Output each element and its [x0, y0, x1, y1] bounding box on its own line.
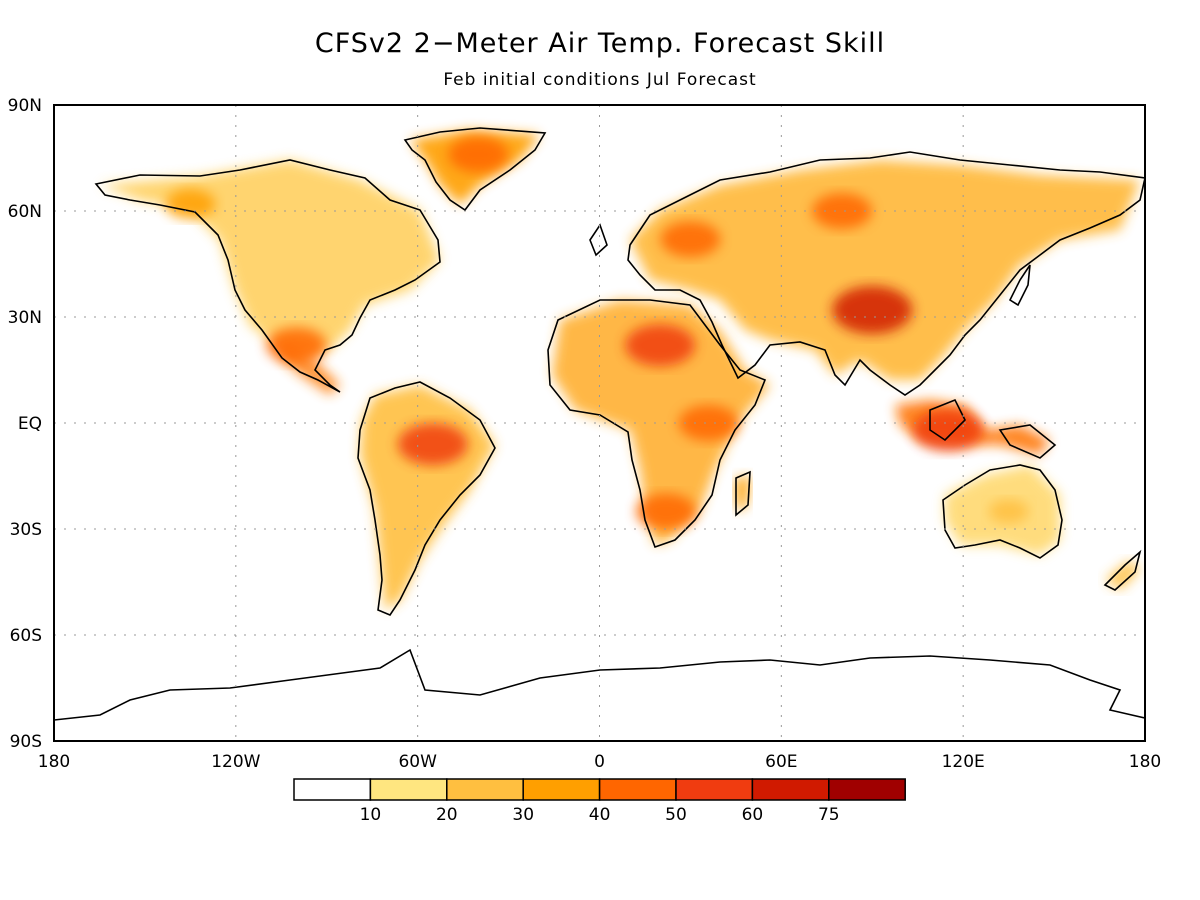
skill-hotspot [832, 285, 913, 334]
colorbar-swatch [522, 778, 601, 801]
skill-hotspot [266, 327, 327, 364]
skill-fill-new-zealand [1105, 560, 1140, 590]
skill-hotspot [448, 136, 509, 173]
coast-borneo [929, 398, 966, 442]
coast-eurasia [627, 151, 1145, 396]
lon-tick-label: 120W [211, 752, 260, 772]
map-title: CFSv2 2−Meter Air Temp. Forecast Skill [314, 28, 886, 59]
colorbar-label: 75 [818, 805, 840, 825]
skill-hotspot [397, 423, 468, 466]
lat-tick-label: 30S [10, 520, 42, 540]
coast-antarctica [54, 648, 1145, 721]
skill-fill-madagascar [735, 475, 750, 512]
skill-hotspot [811, 193, 872, 229]
skill-hotspots [165, 136, 1029, 530]
lon-tick-label: 60E [765, 752, 797, 772]
lon-tick-label: 180 [38, 752, 70, 772]
plot-frame [53, 104, 1146, 742]
coast-australia [942, 464, 1063, 559]
grid-lines [54, 105, 1145, 741]
lat-tick-label: 90S [10, 732, 42, 752]
colorbar-label: 30 [512, 805, 534, 825]
skill-hotspot [678, 405, 739, 441]
skill-hotspot [165, 188, 216, 219]
map-subtitle: Feb initial conditions Jul Forecast [443, 70, 757, 90]
colorbar-swatch [369, 778, 448, 801]
coast-uk [589, 223, 608, 257]
coast-north-america [94, 159, 441, 393]
coast-greenland [403, 127, 547, 212]
skill-hotspot [636, 493, 697, 530]
colorbar-swatch [828, 778, 906, 801]
coast-new-guinea [998, 424, 1057, 459]
colorbar-swatch [751, 778, 830, 801]
skill-fill-eurasia [630, 160, 1140, 380]
lat-tick-label: 60S [10, 626, 42, 646]
skill-hotspot [913, 409, 984, 452]
skill-hotspot [988, 499, 1029, 524]
colorbar-label: 50 [665, 805, 687, 825]
coast-madagascar [735, 470, 751, 517]
colorbar-swatch [675, 778, 754, 801]
skill-hotspot [660, 221, 721, 258]
lon-tick-label: 60W [398, 752, 437, 772]
longitude-ticks: 180 120W 60W 0 60E 120E 180 [38, 752, 1161, 772]
coast-africa [547, 299, 767, 549]
lon-tick-label: 180 [1129, 752, 1161, 772]
skill-fill-africa [552, 300, 770, 545]
colorbar-swatch [446, 778, 524, 801]
lat-tick-label: 30N [8, 308, 42, 328]
lat-tick-label: 60N [8, 202, 42, 222]
colorbar-label: 20 [436, 805, 458, 825]
colorbar-label: 60 [742, 805, 764, 825]
coast-japan [1008, 264, 1031, 307]
coast-south-america [357, 381, 496, 616]
lon-tick-label: 120E [942, 752, 985, 772]
colorbar: 10 20 30 40 50 60 75 [293, 778, 906, 825]
lon-tick-label: 0 [594, 752, 605, 772]
skill-fill-north-america [100, 160, 440, 360]
lat-tick-label: EQ [18, 414, 42, 434]
colorbar-label: 40 [589, 805, 611, 825]
skill-fill-layer [100, 130, 1140, 610]
lat-tick-label: 90N [8, 96, 42, 116]
coastlines [54, 127, 1145, 721]
coast-new-zealand [1103, 549, 1142, 591]
colorbar-label: 10 [360, 805, 382, 825]
skill-fill-south-america [360, 385, 495, 610]
colorbar-swatch [598, 778, 677, 801]
skill-hotspot [625, 324, 696, 367]
latitude-ticks: 90N 60N 30N EQ 30S 60S 90S [8, 96, 42, 752]
colorbar-swatch [293, 778, 372, 801]
